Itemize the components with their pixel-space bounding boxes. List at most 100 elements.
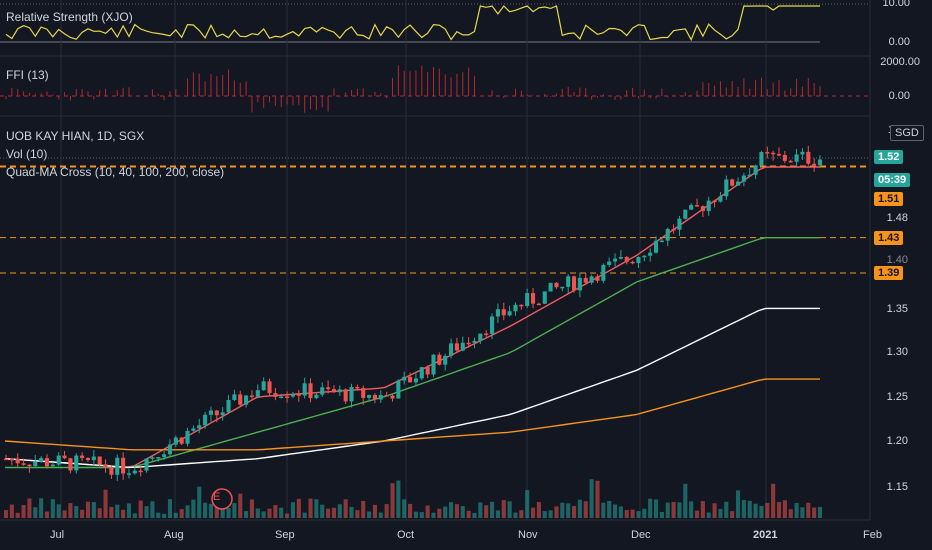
volume-bar [607,501,612,518]
ffi-bar [292,96,294,106]
ffi-bar [632,88,634,96]
volume-bar [372,504,377,518]
volume-legend[interactable]: Vol (10) [6,147,48,161]
volume-bar [689,501,694,518]
candle-body [747,174,752,177]
ffi-bar [415,70,417,96]
volume-bar [197,486,202,518]
time-tick: Jul [50,529,65,541]
currency-button[interactable]: SGD [890,125,924,141]
candle-body [653,240,659,253]
ffi-bar [561,88,563,96]
ffi-bar [760,77,762,96]
ffi-bar [28,92,30,96]
volume-bar [296,498,301,518]
volume-bar [478,502,483,518]
candle-body [601,264,606,281]
candle-body [478,333,483,341]
candle-body [97,456,102,465]
ma-line-ma-200 [4,378,820,451]
candle-body [197,425,202,429]
earnings-marker-icon[interactable] [211,488,233,510]
ffi-bar [444,74,446,96]
ffi-bar [81,89,83,96]
candle-body [39,458,44,462]
ffi-bar [116,89,118,96]
price-tick: 1.20 [886,435,908,447]
ffi-bar [46,91,48,96]
volume-bar [624,509,629,518]
candle-body [431,354,436,375]
volume-bar [659,512,664,518]
volume-bar [150,501,155,518]
volume-bar [694,510,700,518]
candle-body [718,196,723,202]
volume-bar [589,479,594,518]
candle-body [126,473,132,475]
volume-bar [642,508,647,518]
ffi-bar [772,82,774,96]
volume-bar [255,508,260,518]
volume-bar [630,509,635,518]
candle-body [419,367,424,379]
volume-bar [396,480,401,518]
volume-bar [431,512,436,518]
price-tick: 1.40 [886,254,908,266]
time-tick: Dec [631,529,651,541]
volume-bar [513,512,518,518]
ffi-bar [462,72,464,96]
candle-body [689,205,694,210]
candle-body [402,376,407,381]
candle-body [355,386,360,389]
candle-body [208,410,214,415]
ffi-bar [327,96,329,112]
volume-bar [15,512,20,518]
volume-bar [648,498,653,518]
ffi-bar [719,81,721,96]
time-tick: Aug [164,529,184,541]
candle-body [636,257,641,264]
candle-body [9,458,14,461]
volume-bar [413,511,418,518]
symbol-title[interactable]: UOB KAY HIAN, 1D, SGX [6,129,145,143]
candle-body [162,454,167,458]
ffi-bar [591,96,593,100]
time-tick: 2021 [753,529,778,541]
ffi-bar [456,73,458,96]
ffi-bar [749,88,751,96]
ma-legend[interactable]: Quad-MA Cross (10, 40, 100, 200, close) [6,165,225,179]
volume-bar [85,501,91,518]
ffi-bar [526,94,528,96]
ffi-bar [5,96,7,100]
candle-body [285,396,290,399]
level-tag-2: 1.43 [874,231,904,245]
ffi-bar [251,96,253,113]
volume-bar [80,509,85,518]
candle-body [144,458,149,471]
candle-body [507,311,512,316]
volume-bar [724,501,729,518]
candle-body [806,151,811,164]
volume-bar [39,498,44,518]
candle-body [367,394,372,398]
ffi-bar [239,82,241,96]
candle-body [583,277,588,283]
volume-bar [583,501,588,518]
ffi-bar [286,96,288,105]
ffi-bar [403,70,405,96]
ffi-bar [356,88,358,96]
ffi-tick-zero: 0.00 [888,90,910,102]
candle-body [519,304,524,307]
volume-bar [302,512,307,518]
last-price-tag: 1.52 [874,150,904,164]
candle-body [706,200,711,212]
volume-bar [577,499,582,518]
volume-bar [384,504,389,518]
candle-body [396,380,401,399]
ffi-bar [819,86,821,96]
ffi-bar [40,93,42,96]
ffi-bar [210,73,212,96]
volume-bar [33,507,38,518]
candle-body [343,389,348,402]
ffi-tick-high: 2000.00 [880,56,920,68]
